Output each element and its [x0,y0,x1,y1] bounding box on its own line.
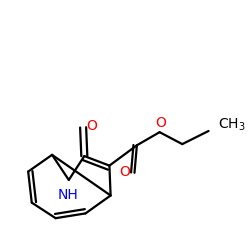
Text: O: O [86,119,97,133]
Text: NH: NH [58,188,79,202]
Text: O: O [120,164,130,178]
Text: O: O [155,116,166,130]
Text: CH$_3$: CH$_3$ [218,117,246,133]
